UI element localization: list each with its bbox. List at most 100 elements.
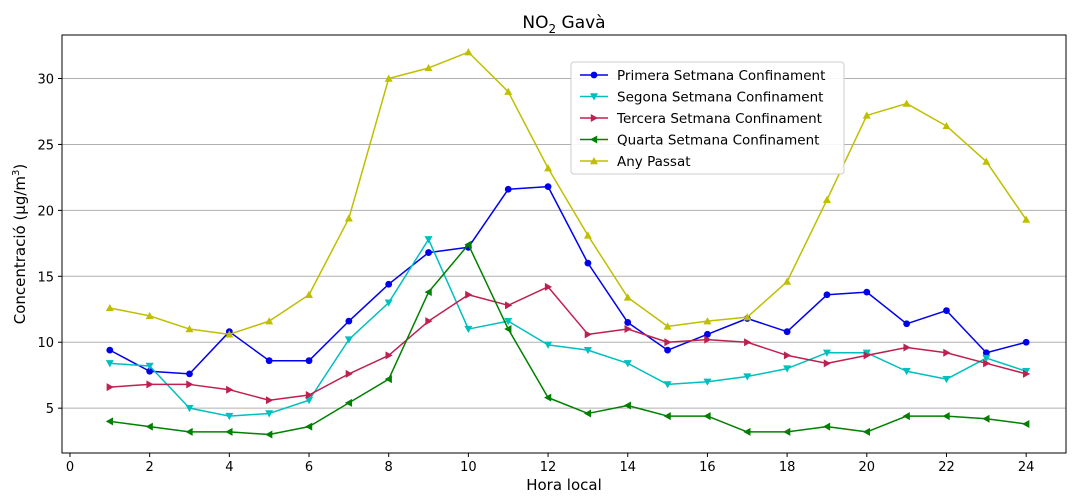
data-point: [862, 427, 870, 436]
data-point: [942, 412, 950, 421]
data-point: [943, 307, 950, 314]
data-point: [464, 325, 473, 334]
data-point: [822, 422, 831, 431]
data-point: [505, 301, 513, 310]
data-point: [185, 427, 193, 436]
data-point: [105, 303, 114, 312]
y-tick-label: 25: [37, 138, 54, 153]
data-point: [344, 336, 353, 344]
data-point: [823, 359, 831, 368]
y-tick-label: 15: [37, 270, 54, 285]
legend-label: Primera Setmana Confinament: [617, 68, 825, 84]
data-point: [464, 240, 472, 249]
x-tick-label: 2: [146, 460, 154, 475]
data-point: [305, 290, 314, 298]
data-point: [983, 359, 991, 368]
data-point: [823, 291, 831, 299]
data-point: [623, 401, 631, 410]
data-point: [544, 282, 553, 291]
data-point: [703, 317, 712, 325]
data-point: [743, 427, 751, 436]
x-tick-label: 4: [225, 460, 233, 475]
data-point: [305, 422, 313, 431]
data-point: [1022, 369, 1031, 378]
data-point: [1022, 368, 1031, 376]
data-point: [982, 349, 990, 357]
data-point: [664, 338, 672, 347]
data-point: [982, 414, 990, 423]
data-point: [305, 357, 313, 365]
data-point: [584, 259, 592, 267]
legend: Primera Setmana Confinament Segona Setman…: [570, 61, 845, 175]
legend-label: Any Passat: [617, 154, 691, 170]
series-lines: [105, 48, 1031, 439]
x-tick-label: 6: [305, 460, 313, 475]
data-point: [544, 164, 553, 172]
data-point: [903, 320, 911, 328]
data-point: [146, 380, 154, 389]
x-axis-label: Hora local: [526, 476, 602, 494]
data-point: [106, 346, 114, 354]
data-point: [384, 299, 393, 307]
data-point: [663, 412, 671, 421]
data-point: [903, 343, 911, 352]
x-tick-label: 22: [938, 460, 955, 475]
data-point: [862, 349, 871, 357]
series-3: [106, 282, 1031, 405]
legend-marker: [590, 135, 598, 144]
data-point: [464, 48, 473, 56]
legend-label: Segona Setmana Confinament: [617, 90, 823, 106]
data-point: [105, 360, 114, 368]
data-point: [544, 183, 552, 191]
data-point: [225, 427, 233, 436]
data-point: [265, 430, 273, 439]
y-tick-label: 30: [37, 73, 54, 88]
data-point: [345, 369, 353, 378]
y-axis-label: Concentració (µg/m3): [11, 164, 29, 325]
legend-marker: [590, 157, 598, 165]
data-point: [783, 277, 792, 285]
data-point: [225, 412, 234, 421]
data-point: [704, 330, 711, 338]
data-point: [425, 249, 432, 256]
data-point: [424, 236, 433, 244]
data-point: [704, 335, 712, 344]
data-point: [624, 319, 632, 326]
data-point: [703, 412, 711, 421]
y-tick-label: 5: [46, 402, 54, 417]
data-point: [1022, 338, 1030, 346]
data-point: [185, 325, 194, 333]
data-point: [504, 185, 512, 193]
data-point: [504, 317, 513, 326]
data-point: [584, 330, 592, 339]
data-point: [424, 288, 432, 297]
data-point: [863, 351, 871, 360]
data-point: [225, 330, 234, 338]
data-point: [623, 293, 632, 301]
data-point: [145, 362, 154, 370]
data-point: [145, 311, 154, 320]
data-point: [783, 365, 792, 373]
series-line: [109, 185, 1027, 375]
legend-marker: [590, 71, 598, 79]
data-point: [743, 313, 752, 321]
data-point: [265, 317, 274, 325]
x-tick-label: 24: [1018, 460, 1035, 475]
data-point: [385, 280, 393, 288]
data-point: [583, 231, 592, 239]
data-point: [862, 111, 871, 119]
data-point: [344, 398, 353, 407]
data-point: [384, 375, 392, 384]
series-line: [109, 238, 1027, 417]
data-point: [265, 357, 273, 365]
data-point: [105, 417, 114, 426]
data-point: [385, 351, 393, 360]
x-tick-label: 16: [699, 460, 716, 475]
data-point: [186, 380, 194, 389]
data-point: [822, 195, 831, 204]
data-point: [146, 367, 154, 375]
data-point: [902, 99, 911, 107]
